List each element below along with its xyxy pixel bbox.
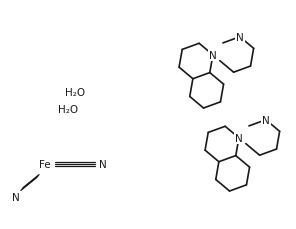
Text: N: N <box>235 133 243 143</box>
Text: N: N <box>209 51 217 61</box>
Text: N: N <box>236 33 244 43</box>
Text: N: N <box>262 115 270 125</box>
Text: H₂O: H₂O <box>58 105 78 114</box>
Text: N: N <box>99 159 107 169</box>
Text: Fe: Fe <box>39 159 51 169</box>
Text: N: N <box>12 192 20 202</box>
Text: H₂O: H₂O <box>65 88 85 98</box>
